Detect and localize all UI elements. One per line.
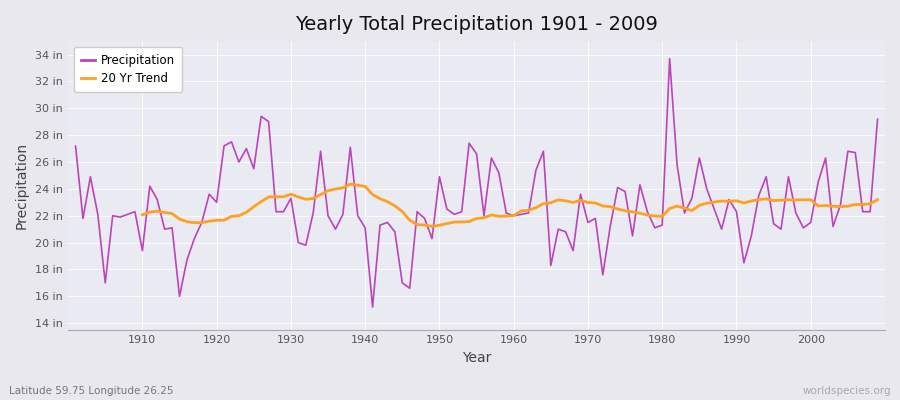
Text: worldspecies.org: worldspecies.org <box>803 386 891 396</box>
Legend: Precipitation, 20 Yr Trend: Precipitation, 20 Yr Trend <box>74 47 183 92</box>
Y-axis label: Precipitation: Precipitation <box>15 142 29 229</box>
Title: Yearly Total Precipitation 1901 - 2009: Yearly Total Precipitation 1901 - 2009 <box>295 15 658 34</box>
Text: Latitude 59.75 Longitude 26.25: Latitude 59.75 Longitude 26.25 <box>9 386 174 396</box>
X-axis label: Year: Year <box>462 351 491 365</box>
